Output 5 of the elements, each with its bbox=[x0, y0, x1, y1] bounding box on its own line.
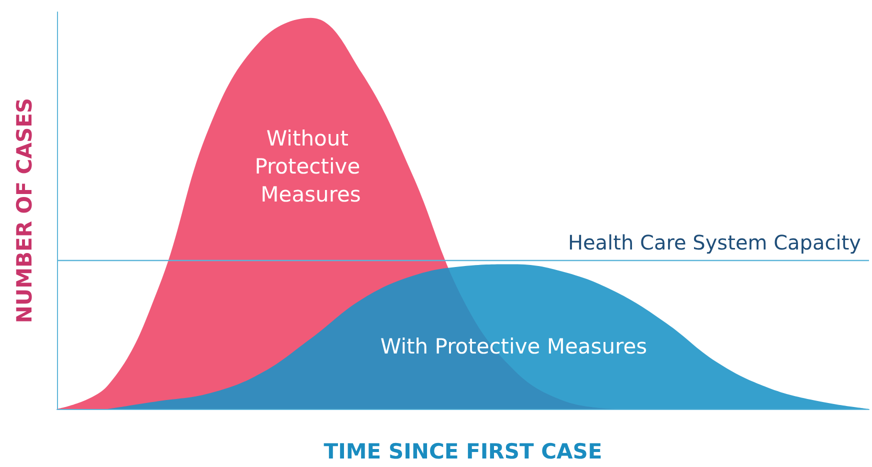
y-axis-title: NUMBER OF CASES bbox=[12, 98, 36, 324]
series-label: Without Protective Measures bbox=[254, 126, 367, 206]
series-label: With Protective Measures bbox=[380, 334, 648, 358]
ref-line-label: Health Care System Capacity bbox=[568, 230, 862, 254]
x-axis-title: TIME SINCE FIRST CASE bbox=[324, 440, 602, 464]
